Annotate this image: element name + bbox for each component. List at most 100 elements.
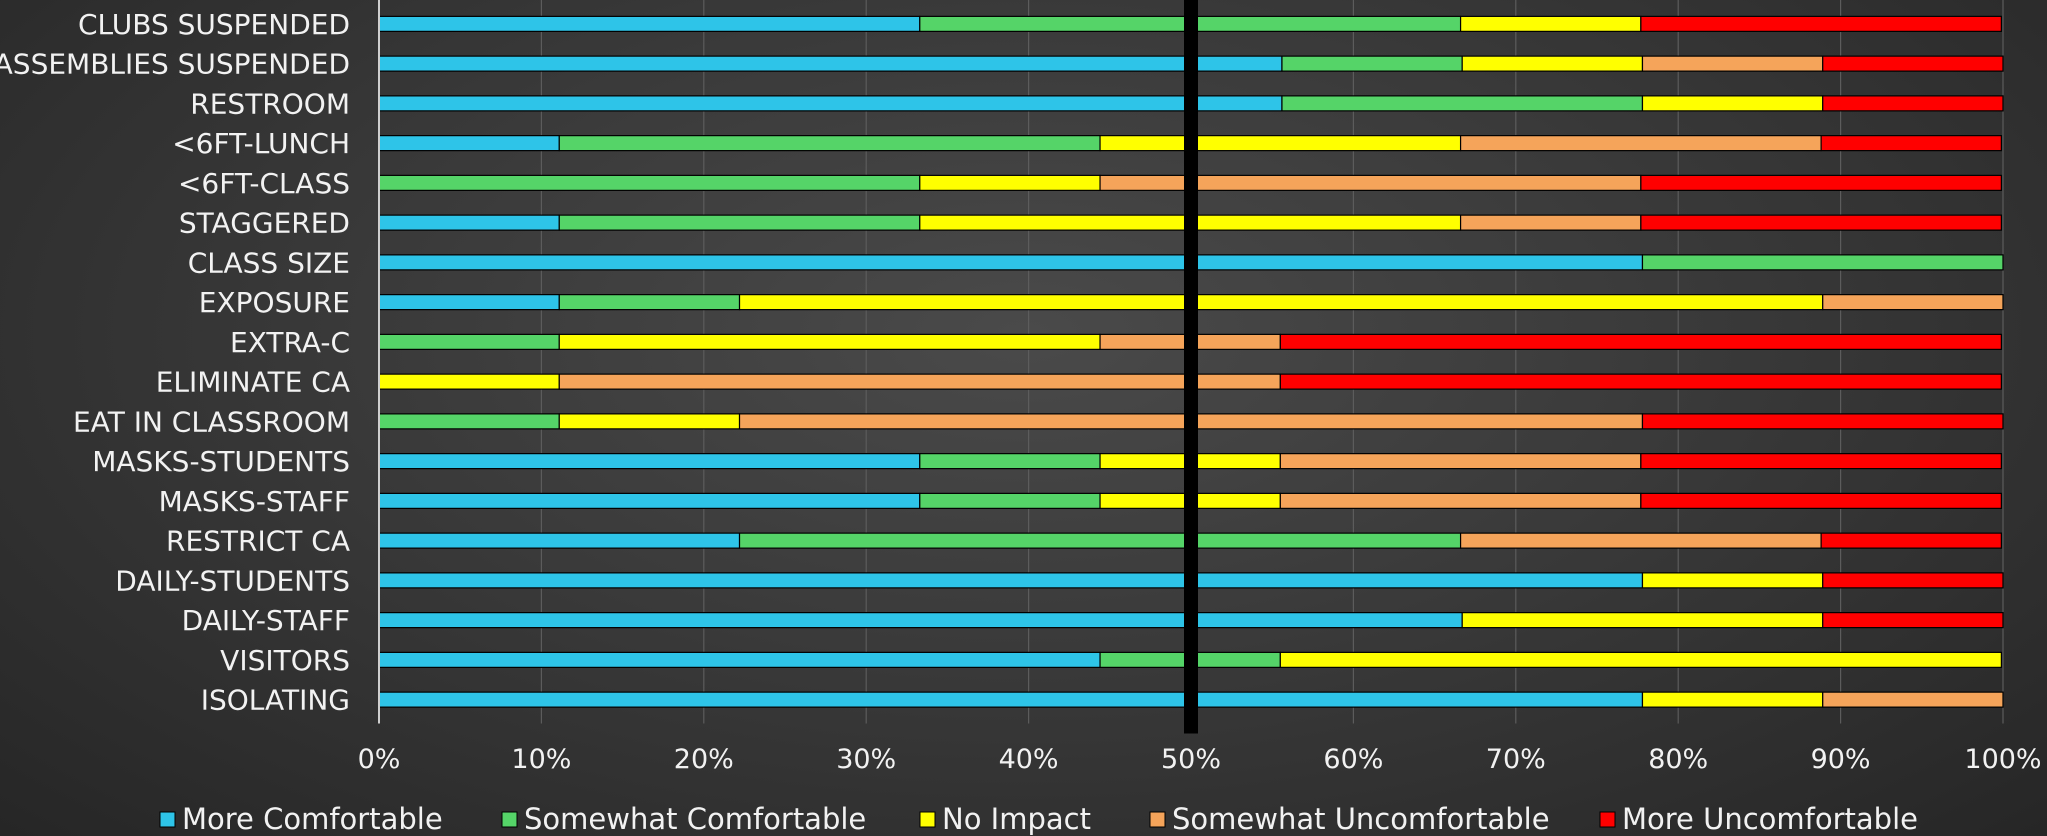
category-label: EAT IN CLASSROOM xyxy=(73,405,350,438)
bar-segment xyxy=(1641,413,2004,430)
bar-segment xyxy=(378,55,1283,72)
bar-segment xyxy=(1820,135,2002,152)
legend-swatch xyxy=(1599,811,1616,828)
category-label: MASKS-STAFF xyxy=(159,485,350,518)
bar-segment xyxy=(1822,612,2004,629)
x-tick-label: 0% xyxy=(358,744,401,775)
x-tick-label: 10% xyxy=(511,744,571,775)
category-label: ELIMINATE CA xyxy=(156,366,350,399)
bar-segment xyxy=(1641,691,1824,708)
bar-segment xyxy=(1279,651,2002,668)
reference-line-layer xyxy=(1184,0,1198,734)
x-tick-label: 70% xyxy=(1486,744,1546,775)
bar-segment xyxy=(1279,373,2002,390)
bar-segment xyxy=(378,612,1463,629)
bar-segment xyxy=(1461,612,1824,629)
bar-segment xyxy=(1459,214,1642,231)
bar-segment xyxy=(1822,294,2004,311)
bar-segment xyxy=(1459,15,1642,32)
bar-segment xyxy=(1459,135,1822,152)
bar-segment xyxy=(919,174,1101,191)
bar-segment xyxy=(1822,691,2004,708)
bar-segment xyxy=(1281,55,1463,72)
category-label: VISITORS xyxy=(220,644,350,677)
bar-segment xyxy=(1641,95,1824,112)
category-label: ASSEMBLIES SUSPENDED xyxy=(0,48,350,81)
legend[interactable]: More Comfortable Somewhat Comfortable No I… xyxy=(159,802,1918,836)
category-label: <6FT-LUNCH xyxy=(172,127,350,160)
x-tick-label: 50% xyxy=(1161,744,1221,775)
bar-segment xyxy=(558,333,1101,350)
bar-segment xyxy=(1099,135,1462,152)
bar-segment xyxy=(1822,572,2004,589)
legend-swatch xyxy=(1149,811,1166,828)
legend-label[interactable]: No Impact xyxy=(942,802,1091,836)
x-tick-label: 80% xyxy=(1648,744,1708,775)
bar-segment xyxy=(378,214,560,231)
category-label: RESTRICT CA xyxy=(166,525,350,558)
bar-segment xyxy=(1459,532,1822,549)
legend-swatch xyxy=(501,811,518,828)
legend-label[interactable]: More Comfortable xyxy=(182,802,443,836)
bar-segment xyxy=(378,294,560,311)
bar-segment xyxy=(378,413,560,430)
category-label: STAGGERED xyxy=(179,207,350,240)
bar-segment xyxy=(1281,95,1644,112)
x-tick-label: 30% xyxy=(836,744,896,775)
bar-segment xyxy=(1641,55,1824,72)
bar-segment xyxy=(1640,15,2002,32)
x-tick-label: 100% xyxy=(1964,744,2041,775)
bar-segment xyxy=(558,214,921,231)
bar-segment xyxy=(378,651,1101,668)
x-tick-label: 60% xyxy=(1323,744,1383,775)
category-label: DAILY-STAFF xyxy=(182,604,350,637)
category-label: CLUBS SUSPENDED xyxy=(78,8,350,41)
x-tick-label: 40% xyxy=(999,744,1059,775)
bar-segment xyxy=(558,413,741,430)
bar-segment xyxy=(378,254,1644,271)
bar-segment xyxy=(378,492,921,509)
reference-line xyxy=(1184,0,1198,734)
bar-segment xyxy=(738,532,1462,549)
legend-label[interactable]: Somewhat Uncomfortable xyxy=(1172,802,1550,836)
category-label: EXPOSURE xyxy=(199,286,350,319)
category-label: DAILY-STUDENTS xyxy=(115,564,350,597)
category-labels: CLUBS SUSPENDED ASSEMBLIES SUSPENDED RESTR… xyxy=(0,8,350,717)
bar-segment xyxy=(1640,492,2002,509)
legend-label[interactable]: More Uncomfortable xyxy=(1622,802,1918,836)
x-tick-labels: 0% 10% 20% 30% 40% 50% 60% 70% 80% 90% 100% xyxy=(358,744,2042,775)
x-tick-label: 90% xyxy=(1811,744,1871,775)
bar-segment xyxy=(1640,453,2002,470)
bar-segment xyxy=(378,532,741,549)
bar-segment xyxy=(378,95,1283,112)
bar-segment xyxy=(1822,95,2004,112)
bar-segment xyxy=(378,373,560,390)
category-label: MASKS-STUDENTS xyxy=(92,445,350,478)
bar-segment xyxy=(1099,174,1642,191)
category-label: <6FT-CLASS xyxy=(178,167,350,200)
bar-segment xyxy=(1279,453,1642,470)
bar-segment xyxy=(1640,174,2002,191)
bar-segment xyxy=(1641,572,1824,589)
bar-segment xyxy=(738,294,1824,311)
x-tick-label: 20% xyxy=(674,744,734,775)
legend-swatch xyxy=(919,811,936,828)
bar-segment xyxy=(378,333,560,350)
bar-segment xyxy=(558,294,741,311)
category-label: ISOLATING xyxy=(201,684,350,717)
bar-segment xyxy=(378,572,1644,589)
bar-segment xyxy=(378,453,921,470)
bar-segment xyxy=(558,373,1281,390)
bar-segment xyxy=(1461,55,1644,72)
legend-label[interactable]: Somewhat Comfortable xyxy=(524,802,866,836)
bar-segment xyxy=(1640,214,2002,231)
bar-segment xyxy=(1822,55,2004,72)
bar-segment xyxy=(1641,254,2004,271)
category-label: EXTRA-C xyxy=(230,326,350,359)
bars xyxy=(378,15,2004,708)
category-label: CLASS SIZE xyxy=(188,246,350,279)
legend-swatch xyxy=(159,811,176,828)
category-label: RESTROOM xyxy=(190,87,350,120)
bar-segment xyxy=(378,15,921,32)
